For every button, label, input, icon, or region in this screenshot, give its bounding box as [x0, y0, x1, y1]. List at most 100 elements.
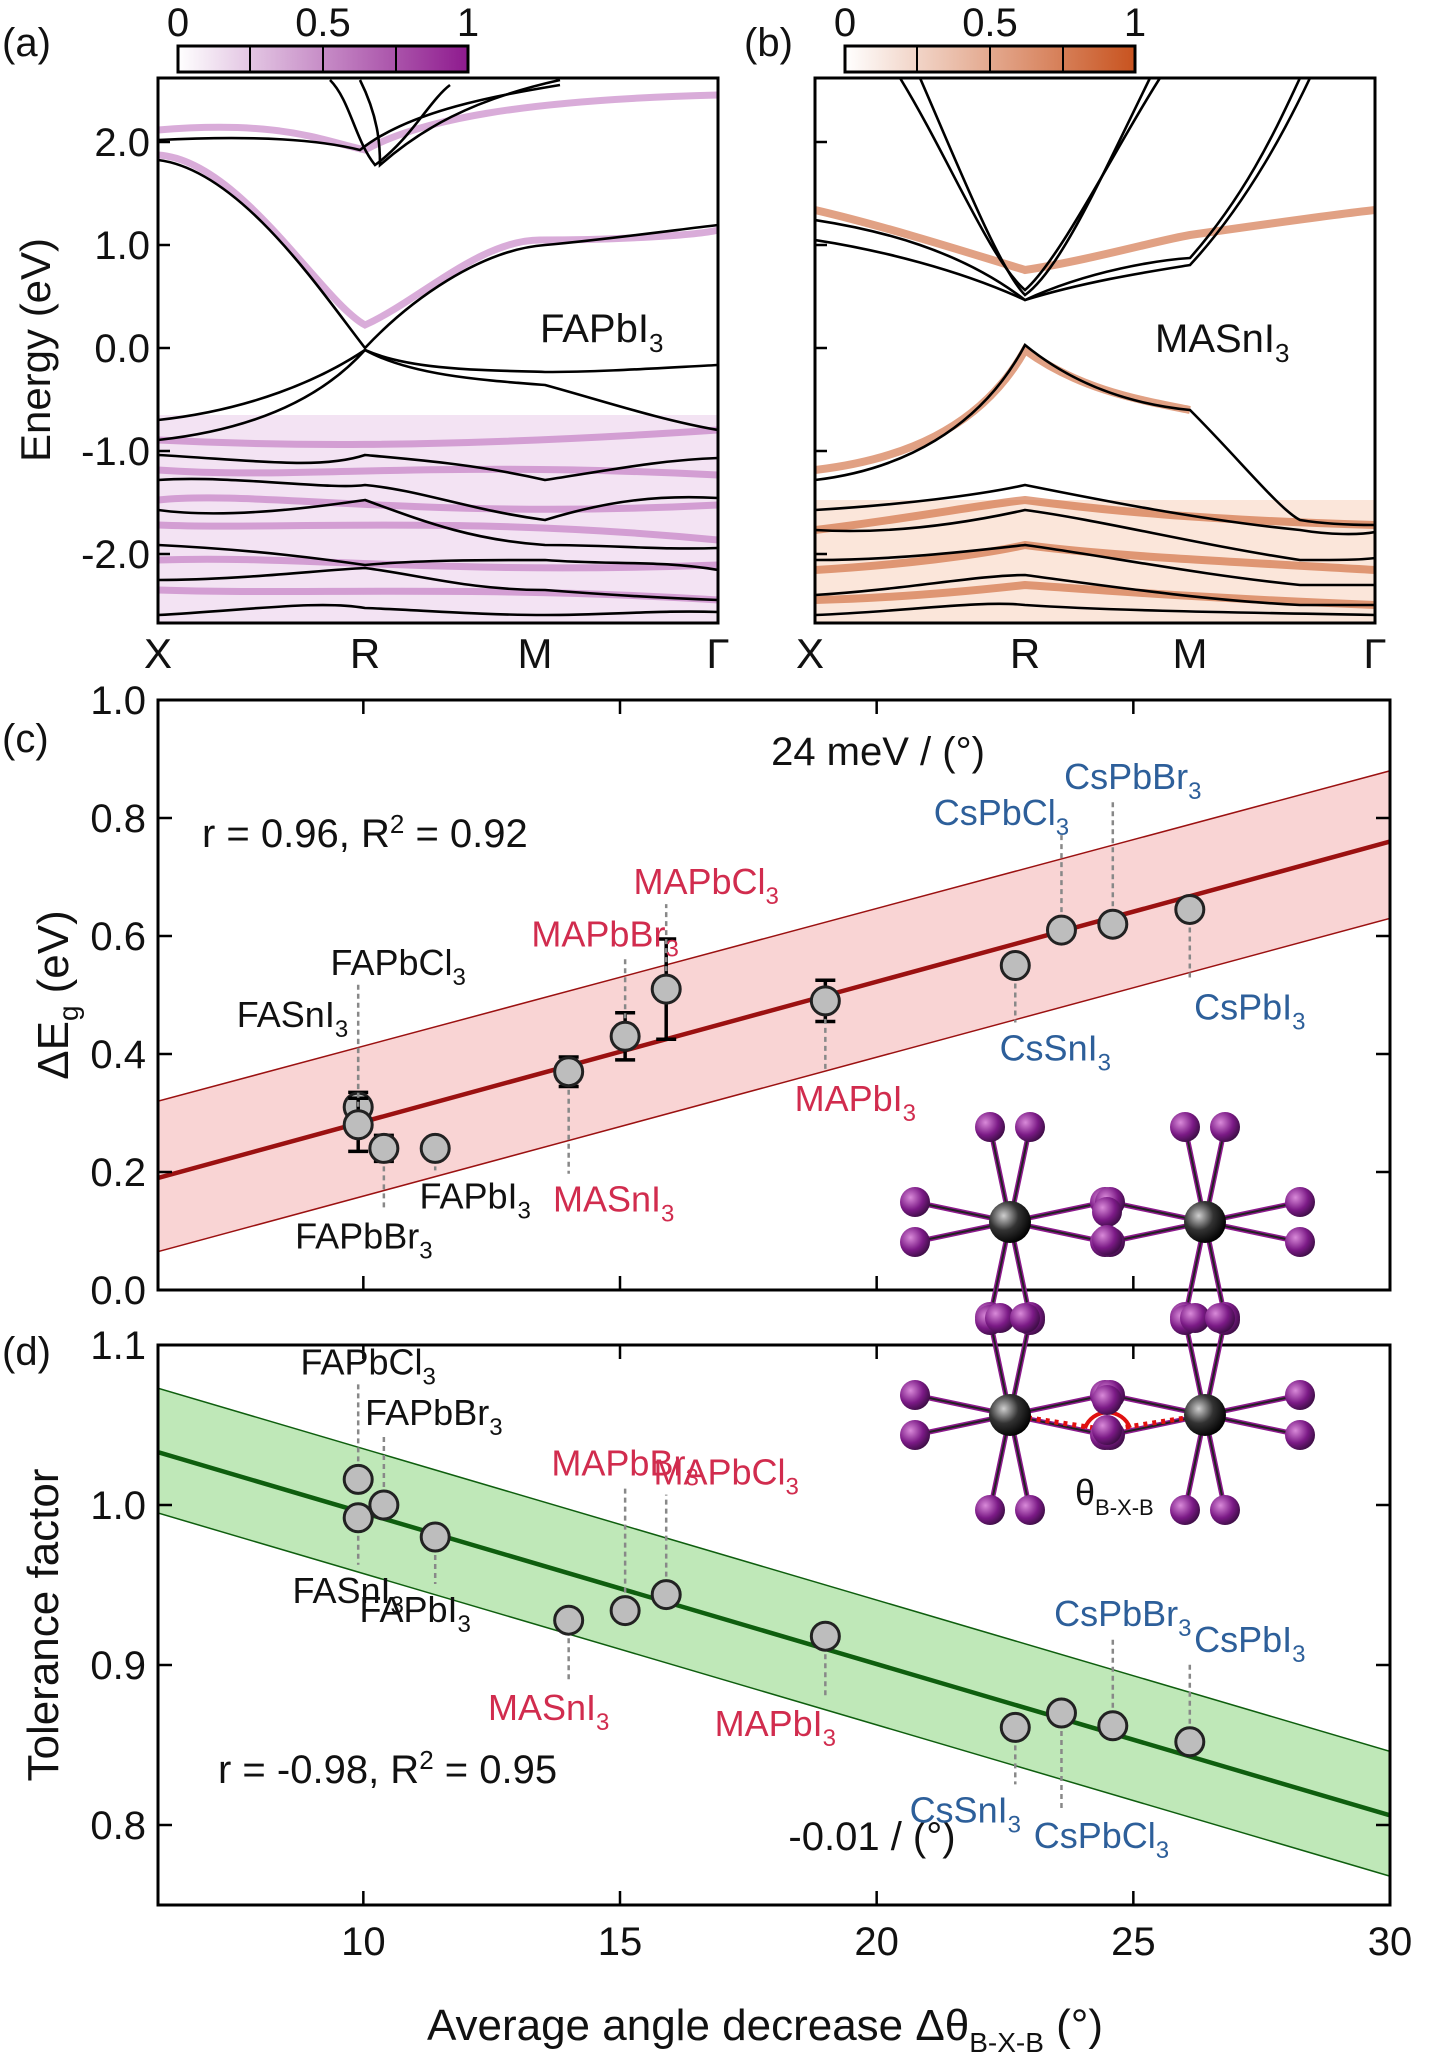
x-atom: [1285, 1380, 1315, 1410]
point-label: FAPbCl3: [330, 942, 465, 991]
x-atom: [1285, 1420, 1315, 1450]
panel-b-kpoints: X R M Γ: [796, 630, 1387, 677]
panel-a-material: FAPbI3: [540, 307, 663, 358]
x-atom: [900, 1227, 930, 1257]
panel-c-slope-label: 24 meV / (°): [771, 730, 985, 774]
panel-b-k-0: X: [796, 630, 824, 677]
angle-path: [1009, 1412, 1206, 1433]
panel-d-xticks: 10 15 20 25 30: [341, 1345, 1412, 1964]
panel-a: (a) 0 0.5 1: [2, 1, 730, 677]
xtick-label: 15: [598, 1920, 643, 1964]
panel-a-colorbar-dividers: [249, 46, 397, 72]
panel-b: (b) 0 0.5 1: [744, 1, 1387, 677]
x-atom: [1285, 1187, 1315, 1217]
b-atom: [1184, 1201, 1226, 1243]
panel-a-k-1: R: [350, 630, 380, 677]
panel-b-k-3: Γ: [1363, 630, 1386, 677]
data-point: [368, 1489, 400, 1521]
point-label: CsPbI3: [1194, 1619, 1305, 1668]
x-atom: [1285, 1227, 1315, 1257]
data-point: [1174, 893, 1206, 925]
data-point: [809, 985, 841, 1017]
panel-d-ylabel: Tolerance factor: [19, 1468, 68, 1781]
point-label: CsPbBr3: [1054, 1593, 1191, 1642]
data-point: [368, 1132, 400, 1164]
panel-d-xlabel: Average angle decrease ΔθB-X-B (°): [427, 2001, 1103, 2058]
panel-a-ytick-2: 0.0: [94, 327, 150, 371]
panel-c-ylabel: ΔEg(eV): [29, 910, 84, 1079]
x-atom: [1170, 1495, 1200, 1525]
data-point: [650, 1579, 682, 1611]
panel-b-cb-tick-1: 0.5: [962, 1, 1018, 45]
panel-a-ylabel: Energy (eV): [12, 238, 59, 462]
point-label: FASnI3: [237, 994, 348, 1043]
panel-a-ytick-3: -1.0: [81, 430, 150, 474]
point-label: CsPbCl3: [934, 792, 1069, 841]
x-atom: [975, 1495, 1005, 1525]
panel-b-colorbar-dividers: [916, 46, 1064, 72]
panel-c-xtickmarks: [362, 700, 1392, 1290]
panel-b-cb-tick-0: 0: [834, 1, 856, 45]
octahedra-model: [900, 1112, 1315, 1525]
panel-c: (c) 0.0 0.2 0.4 0.6 0.8 1.0 ΔEg(eV) 24 meV / …: [2, 679, 1392, 1313]
panel-a-cb-tick-1: 0.5: [295, 1, 351, 45]
ytick-label: 0.0: [90, 1269, 146, 1313]
data-point: [419, 1521, 451, 1553]
panel-c-stats-label: r = 0.96, R2 = 0.92: [202, 809, 528, 856]
point-label: CsPbCl3: [1034, 1815, 1169, 1864]
xtick-label: 10: [341, 1920, 386, 1964]
point-label: FAPbCl3: [300, 1341, 435, 1390]
ytick-label: 0.9: [90, 1644, 146, 1688]
point-label: MAPbI3: [715, 1703, 836, 1752]
point-label: CsPbBr3: [1064, 756, 1201, 805]
panel-d-stats-label: r = -0.98, R2 = 0.95: [218, 1745, 557, 1792]
data-point: [1045, 914, 1077, 946]
panel-b-spectral: [815, 78, 1375, 623]
panel-c-yticks: 0.0 0.2 0.4 0.6 0.8 1.0: [90, 679, 1390, 1313]
panel-c-frame: [156, 698, 1392, 1292]
inset-angle-label: θB-X-B: [1075, 1472, 1154, 1520]
panel-b-k-1: R: [1010, 630, 1040, 677]
ytick-label: 1.0: [90, 679, 146, 723]
data-point: [342, 1502, 374, 1534]
x-atom: [1170, 1112, 1200, 1142]
x-atom: [900, 1380, 930, 1410]
panel-d-tag: (d): [2, 1330, 51, 1374]
x-atom: [1210, 1495, 1240, 1525]
panel-b-cb-tick-2: 1: [1124, 1, 1146, 45]
ytick-label: 0.8: [90, 1804, 146, 1848]
ytick-label: 0.2: [90, 1151, 146, 1195]
point-label: FAPbI3: [359, 1589, 470, 1638]
x-atom: [1015, 1495, 1045, 1525]
panel-a-k-2: M: [518, 630, 553, 677]
data-point: [342, 1463, 374, 1495]
data-point: [999, 950, 1031, 981]
x-atom: [1092, 1197, 1122, 1227]
x-atom: [985, 1303, 1015, 1333]
point-label: MAPbBr3: [531, 913, 678, 962]
panel-d-points: [342, 1463, 1206, 1758]
x-atom: [900, 1420, 930, 1450]
panel-d-point-labels: FAPbCl3FASnI3FAPbBr3FAPbI3MASnI3MAPbBr3M…: [292, 1341, 1305, 1864]
panel-a-cb-tick-2: 1: [457, 1, 479, 45]
x-atom: [900, 1187, 930, 1217]
x-atom: [1092, 1385, 1122, 1415]
panel-a-kpoints: X R M Γ: [144, 630, 730, 677]
point-label: FAPbBr3: [295, 1215, 432, 1264]
panel-a-k-3: Γ: [706, 630, 729, 677]
b-atom: [989, 1394, 1031, 1436]
ytick-label: 0.6: [90, 915, 146, 959]
panel-c-points: [342, 893, 1206, 1164]
panel-b-material: MASnI3: [1155, 317, 1290, 368]
point-label: MASnI3: [488, 1687, 609, 1736]
data-point: [553, 1604, 585, 1636]
x-atom: [1092, 1415, 1122, 1445]
panel-d-frame: [156, 1343, 1392, 1907]
panel-b-frame: [813, 76, 1377, 625]
data-point: [609, 1020, 641, 1052]
xtick-label: 25: [1111, 1920, 1156, 1964]
data-point: [1097, 908, 1129, 940]
point-label: MASnI3: [553, 1179, 674, 1228]
panel-b-tickmarks: [815, 140, 827, 556]
